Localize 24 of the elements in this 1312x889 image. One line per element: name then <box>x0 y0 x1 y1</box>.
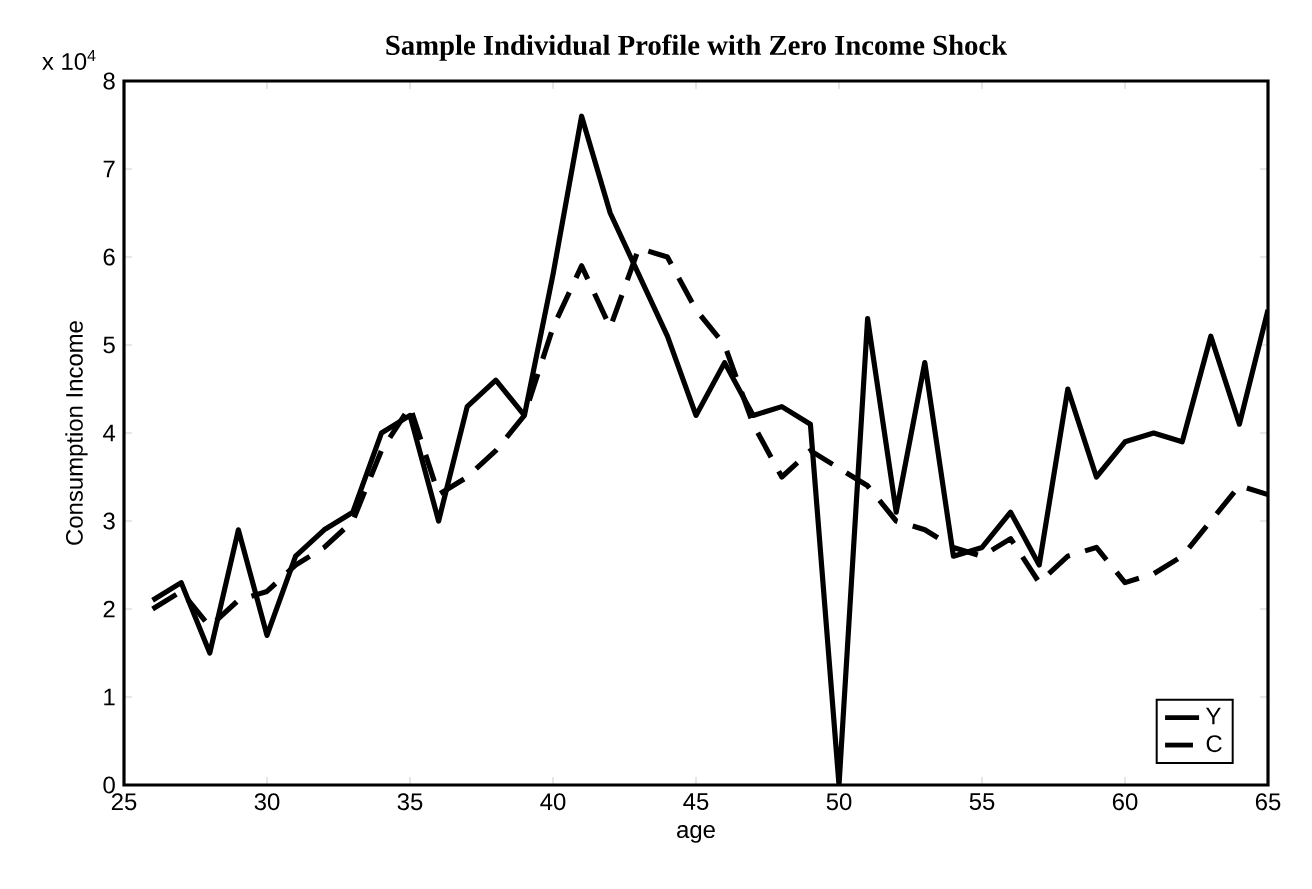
x-tick-label: 40 <box>540 793 566 811</box>
y-tick-label: 6 <box>103 248 115 266</box>
x-tick-label: 45 <box>683 793 709 810</box>
y-tick-label: 1 <box>104 688 115 706</box>
x-tick-label: 50 <box>826 793 852 811</box>
legend-label: C <box>1206 735 1222 753</box>
chart-title: Sample Individual Profile with Zero Income Shock <box>386 34 1008 61</box>
y-tick-label: 7 <box>103 160 115 178</box>
y-tick-label: 0 <box>103 776 115 794</box>
legend-label: Y <box>1205 707 1221 725</box>
y-tick-label: 8 <box>103 72 115 90</box>
y-tick-label: 3 <box>103 512 115 530</box>
x-axis-title: age <box>677 825 715 843</box>
x-tick-label: 25 <box>111 793 137 811</box>
x-tick-label: 55 <box>969 793 995 810</box>
y-tick-label: 2 <box>103 600 115 618</box>
x-tick-label: 30 <box>254 793 280 811</box>
y-tick-label: 4 <box>103 424 116 442</box>
x-tick-label: 35 <box>397 793 423 811</box>
x-tick-label: 60 <box>1112 793 1138 811</box>
x-tick-label: 65 <box>1255 793 1281 811</box>
y-tick-label: 5 <box>103 336 115 354</box>
y-axis-title: Consumption Income <box>65 321 88 545</box>
text: x 10$^{4}$ <box>42 50 96 70</box>
